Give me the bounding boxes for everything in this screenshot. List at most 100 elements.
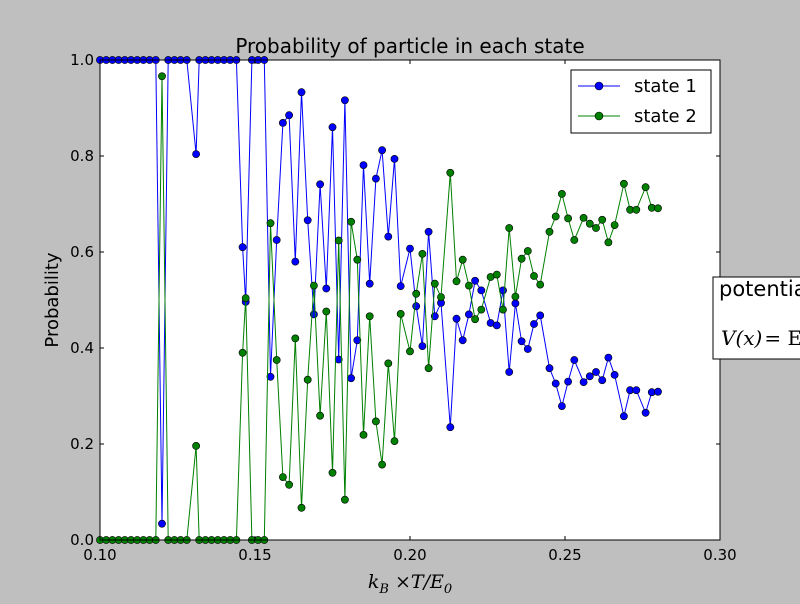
data-point-state-2 bbox=[353, 255, 362, 264]
data-point-state-1 bbox=[536, 311, 545, 320]
data-point-state-2 bbox=[412, 289, 421, 298]
data-point-state-2 bbox=[523, 247, 532, 255]
data-point-state-2 bbox=[266, 219, 275, 228]
data-point-state-2 bbox=[570, 236, 579, 244]
data-point-state-1 bbox=[598, 376, 607, 385]
data-point-state-1 bbox=[303, 216, 312, 225]
data-point-state-1 bbox=[452, 314, 461, 323]
plot-area-background bbox=[100, 60, 720, 540]
data-point-state-2 bbox=[347, 217, 355, 226]
annotation-frame bbox=[712, 276, 800, 360]
data-point-state-2 bbox=[322, 307, 331, 316]
data-point-state-1 bbox=[505, 368, 514, 376]
y-axis-label: Probability bbox=[42, 252, 63, 347]
legend-label-state-1: state 1 bbox=[634, 76, 697, 97]
data-point-state-2 bbox=[585, 219, 594, 228]
data-point-state-1 bbox=[523, 345, 532, 353]
data-point-state-2 bbox=[545, 227, 554, 236]
series-line-state-1 bbox=[100, 59, 659, 524]
data-point-state-2 bbox=[297, 503, 306, 512]
y-tick-label: 0.6 bbox=[70, 243, 94, 261]
data-point-state-1 bbox=[412, 302, 421, 311]
annotation-equation: V(x) = E bbox=[721, 326, 800, 350]
data-point-state-2 bbox=[564, 214, 572, 223]
data-point-state-2 bbox=[592, 224, 600, 232]
data-point-state-1 bbox=[353, 336, 362, 345]
data-point-state-2 bbox=[309, 281, 318, 290]
data-point-state-1 bbox=[530, 320, 538, 328]
data-point-state-1 bbox=[365, 279, 374, 288]
x-axis-label-middle: ×T/E bbox=[389, 571, 444, 593]
data-point-state-1 bbox=[371, 174, 380, 183]
data-point-state-1 bbox=[570, 356, 579, 364]
data-point-state-2 bbox=[517, 254, 526, 263]
x-axis-label: kB ×T/E0 bbox=[368, 571, 452, 597]
data-point-state-1 bbox=[316, 180, 324, 189]
data-point-state-2 bbox=[536, 280, 545, 289]
data-point-state-2 bbox=[610, 221, 619, 229]
data-point-state-1 bbox=[378, 146, 386, 155]
y-tick-label: 1.0 bbox=[70, 51, 94, 69]
data-point-state-2 bbox=[316, 411, 324, 420]
data-point-state-1 bbox=[396, 282, 405, 290]
axis-ticks: 0.10 0.15 0.20 0.25 0.30 0.0 0.2 0.4 0.6 0.8 1.0 bbox=[70, 51, 737, 564]
data-point-state-1 bbox=[328, 123, 337, 132]
data-point-state-2 bbox=[328, 468, 337, 477]
data-point-state-2 bbox=[291, 334, 300, 343]
data-point-state-2 bbox=[418, 249, 427, 258]
y-tick-label: 0.4 bbox=[70, 339, 94, 357]
data-point-state-1 bbox=[390, 154, 399, 163]
data-point-state-2 bbox=[272, 356, 281, 364]
data-point-state-1 bbox=[592, 368, 600, 376]
data-point-state-1 bbox=[585, 372, 594, 381]
data-point-state-2 bbox=[458, 255, 467, 264]
data-point-state-1 bbox=[604, 353, 613, 362]
annotation-box: potentia V(x) = E bbox=[712, 276, 800, 360]
data-point-state-2 bbox=[158, 72, 166, 81]
annotation-equation-lhs: V(x) bbox=[721, 326, 762, 350]
data-point-state-1 bbox=[340, 96, 349, 105]
data-point-state-1 bbox=[347, 374, 355, 383]
data-point-state-1 bbox=[471, 276, 479, 285]
data-point-state-1 bbox=[418, 342, 427, 350]
data-point-state-2 bbox=[378, 460, 386, 469]
data-point-state-2 bbox=[390, 437, 399, 445]
y-tick-label: 0.0 bbox=[70, 531, 94, 549]
x-tick-label: 0.25 bbox=[548, 546, 581, 564]
data-point-state-2 bbox=[238, 348, 247, 357]
legend-label-state-2: state 2 bbox=[634, 106, 697, 127]
data-point-state-2 bbox=[452, 277, 461, 286]
annotation-title: potentia bbox=[719, 277, 800, 301]
series-line-state-2 bbox=[100, 76, 659, 541]
data-point-state-1 bbox=[511, 299, 520, 308]
data-point-state-2 bbox=[641, 183, 650, 192]
x-axis-label-k: k bbox=[368, 571, 380, 593]
data-point-state-1 bbox=[551, 379, 560, 388]
data-point-state-1 bbox=[192, 150, 200, 158]
data-point-state-1 bbox=[517, 337, 526, 346]
data-point-state-1 bbox=[297, 88, 306, 97]
data-point-state-1 bbox=[564, 377, 572, 386]
data-point-state-2 bbox=[340, 495, 349, 504]
data-point-state-1 bbox=[458, 336, 467, 345]
data-point-state-1 bbox=[359, 161, 368, 169]
data-point-state-1 bbox=[632, 386, 641, 395]
x-axis-label-e-subscript: 0 bbox=[444, 582, 452, 597]
data-point-state-2 bbox=[241, 294, 250, 302]
legend-marker-state-2 bbox=[594, 111, 604, 121]
data-point-state-1 bbox=[424, 227, 433, 236]
data-point-state-2 bbox=[303, 375, 312, 384]
data-point-state-2 bbox=[359, 430, 368, 439]
data-point-state-1 bbox=[322, 284, 331, 293]
data-point-state-1 bbox=[654, 387, 662, 396]
data-point-state-2 bbox=[505, 224, 514, 232]
data-point-state-2 bbox=[192, 441, 200, 450]
data-point-state-1 bbox=[266, 372, 275, 381]
data-point-state-1 bbox=[238, 243, 247, 252]
data-point-state-2 bbox=[430, 279, 439, 288]
data-point-state-2 bbox=[371, 417, 380, 426]
data-point-state-2 bbox=[406, 347, 414, 356]
data-point-state-1 bbox=[641, 408, 650, 417]
data-point-state-1 bbox=[406, 244, 414, 253]
